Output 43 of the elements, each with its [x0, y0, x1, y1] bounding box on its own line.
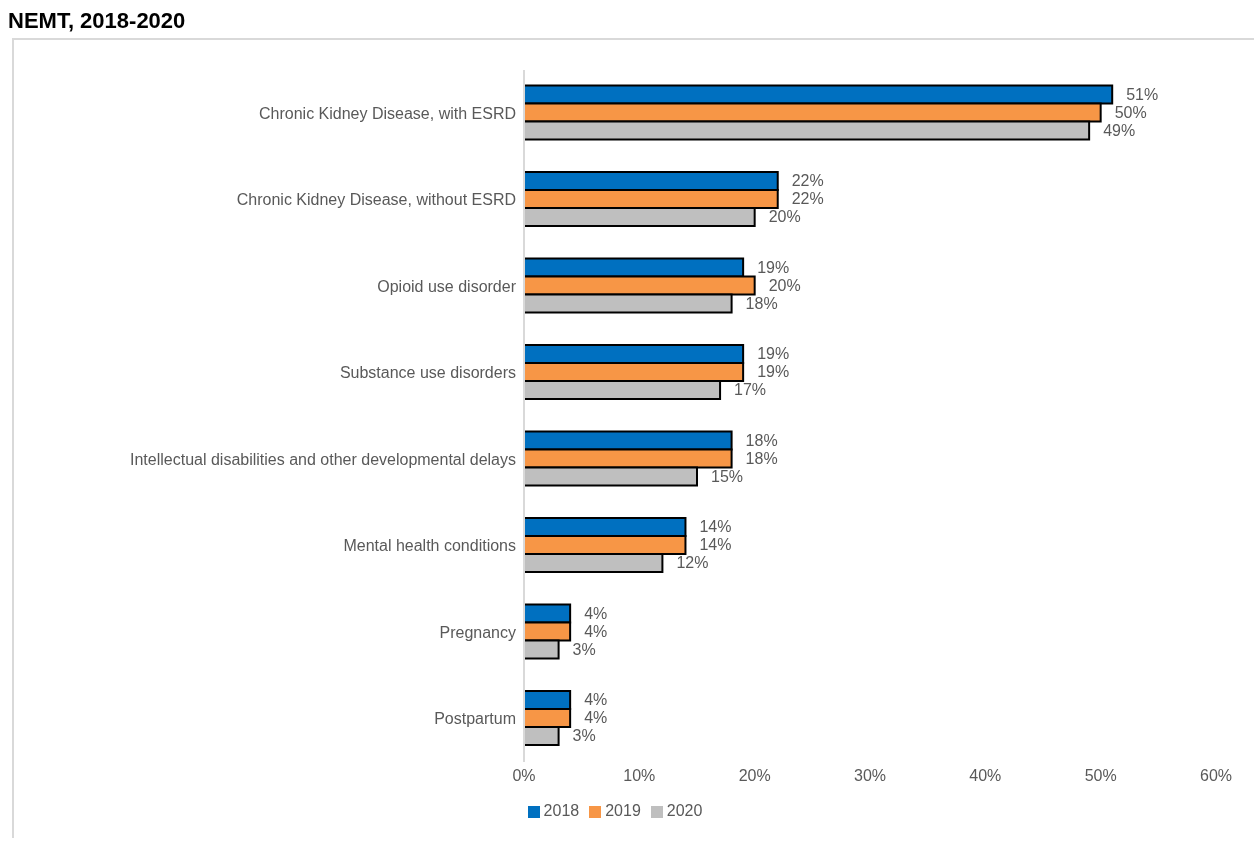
data-label: 4% — [584, 691, 608, 709]
data-label: 19% — [757, 258, 790, 276]
data-label: 18% — [745, 294, 778, 312]
data-label: 4% — [584, 604, 608, 622]
y-tick-label: Postpartum — [434, 710, 516, 728]
legend-label: 2018 — [543, 802, 580, 819]
data-label: 12% — [676, 554, 709, 572]
data-label: 22% — [791, 190, 824, 208]
data-label: 18% — [745, 449, 778, 467]
legend-label: 2019 — [605, 802, 641, 819]
data-label: 49% — [1103, 121, 1136, 139]
data-label: 3% — [572, 640, 596, 658]
text: NEMT, 2018-2020 — [8, 8, 186, 34]
x-tick-label: 10% — [623, 767, 656, 785]
x-tick-label: 30% — [853, 767, 887, 785]
x-tick-label: 60% — [1199, 767, 1233, 785]
x-tick-label: 40% — [969, 767, 1002, 785]
data-label: 19% — [757, 345, 790, 363]
data-label: 50% — [1114, 103, 1147, 121]
x-tick-label: 20% — [738, 767, 771, 785]
data-label: 18% — [745, 431, 778, 449]
y-tick-label: Intellectual disabilities and other developmental delays — [129, 450, 516, 468]
y-tick-label: Substance use disorders — [339, 364, 516, 382]
y-tick-label: Chronic Kidney Disease, with ESRD — [259, 104, 516, 122]
data-label: 4% — [584, 709, 608, 727]
data-label: 15% — [711, 467, 744, 485]
data-label: 4% — [584, 622, 608, 640]
x-tick-label: 0% — [512, 767, 536, 785]
x-tick-label: 50% — [1084, 767, 1117, 785]
y-tick-label: Pregnancy — [439, 623, 516, 641]
y-tick-label: Opioid use disorder — [377, 277, 517, 295]
data-label: 51% — [1126, 85, 1159, 103]
data-label: 14% — [699, 518, 732, 536]
data-label: 19% — [757, 363, 790, 381]
y-tick-label: Mental health conditions — [343, 537, 516, 555]
data-label: 20% — [768, 276, 801, 294]
data-label: 22% — [791, 172, 824, 190]
data-label: 17% — [734, 381, 767, 399]
y-tick-label: Chronic Kidney Disease, without ESRD — [236, 191, 516, 209]
data-label: 3% — [572, 727, 596, 745]
data-label: 20% — [768, 208, 801, 226]
data-label: 14% — [699, 536, 732, 554]
legend-label: 2020 — [666, 802, 703, 819]
